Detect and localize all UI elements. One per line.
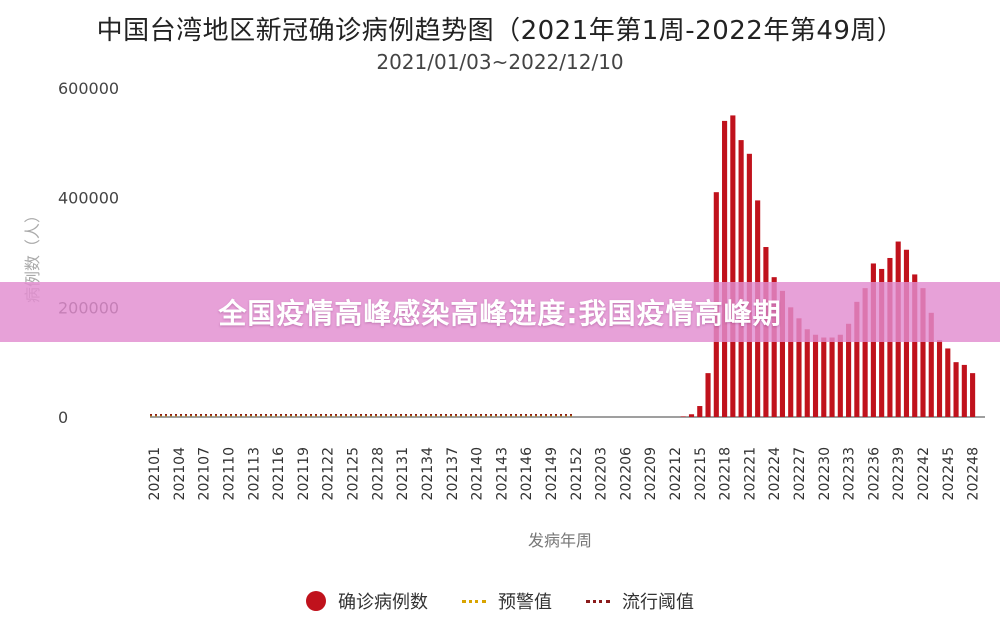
bar-202224 xyxy=(771,277,777,417)
x-axis-label: 发病年周 xyxy=(528,531,592,550)
bar-202214 xyxy=(688,414,695,417)
bar-202219 xyxy=(730,115,736,418)
legend-label-warning: 预警值 xyxy=(498,592,552,613)
bar-202242 xyxy=(920,288,926,417)
legend-item-warning: 预警值 xyxy=(462,588,552,614)
bar-202233 xyxy=(846,323,852,417)
x-tick-label: 202149 xyxy=(544,447,560,500)
legend-swatch-threshold xyxy=(586,599,610,603)
chart-title: 中国台湾地区新冠确诊病例趋势图（2021年第1周-2022年第49周） xyxy=(96,16,904,46)
x-tick-label: 202215 xyxy=(693,447,709,500)
bar-202215 xyxy=(697,406,703,417)
x-tick-label: 202119 xyxy=(296,447,312,500)
x-tick-label: 202245 xyxy=(941,447,957,500)
bar-202226 xyxy=(788,307,794,417)
x-tick-label: 202128 xyxy=(370,447,386,500)
legend-label-cases: 确诊病例数 xyxy=(338,592,428,613)
bar-202231 xyxy=(829,337,835,417)
bar-202247 xyxy=(961,364,967,417)
bar-202246 xyxy=(953,362,959,417)
x-tick-label: 202218 xyxy=(718,447,734,500)
bar-202228 xyxy=(804,329,810,417)
x-tick-label: 202104 xyxy=(172,447,188,501)
x-tick-label: 202137 xyxy=(445,447,461,500)
x-tick-label: 202233 xyxy=(842,447,858,500)
x-tick-label: 202230 xyxy=(817,447,833,500)
bar-202235 xyxy=(862,288,868,417)
x-tick-label: 202113 xyxy=(246,447,262,500)
bar-202234 xyxy=(854,301,860,417)
x-tick-label: 202107 xyxy=(197,447,213,500)
y-tick-label: 0 xyxy=(58,408,68,427)
y-tick-label: 600000 xyxy=(58,79,119,98)
bar-202230 xyxy=(821,337,827,417)
x-tick-label: 202203 xyxy=(594,447,610,500)
bar-202225 xyxy=(779,290,786,417)
x-tick-label: 202140 xyxy=(470,447,486,500)
x-tick-label: 202116 xyxy=(271,447,287,501)
banner-text: 全国疫情高峰感染高峰进度:我国疫情高峰期 xyxy=(218,297,782,330)
x-tick-label: 202101 xyxy=(147,447,163,500)
bar-202241 xyxy=(912,274,918,417)
x-tick-label: 202242 xyxy=(916,447,932,500)
x-tick-label: 202146 xyxy=(519,447,535,501)
bar-202229 xyxy=(812,334,819,417)
bar-202216 xyxy=(705,373,711,417)
x-tick-label: 202212 xyxy=(668,447,684,500)
bar-202227 xyxy=(796,318,802,417)
bar-202232 xyxy=(837,334,843,417)
x-tick-label: 202143 xyxy=(494,447,510,500)
legend-label-threshold: 流行阈值 xyxy=(622,592,694,613)
bar-202213 xyxy=(680,416,686,417)
legend-swatch-warning xyxy=(462,599,486,603)
bar-202244 xyxy=(936,340,943,417)
bar-202220 xyxy=(738,140,744,417)
x-tick-label: 202122 xyxy=(321,447,337,500)
bar-202245 xyxy=(945,348,951,417)
chart-subtitle: 2021/01/03~2022/12/10 xyxy=(376,50,624,74)
bar-202218 xyxy=(722,120,728,418)
x-tick-label: 202152 xyxy=(569,447,585,500)
legend-item-cases: 确诊病例数 xyxy=(306,588,428,614)
x-tick-label: 202110 xyxy=(222,447,238,500)
legend-item-threshold: 流行阈值 xyxy=(586,588,694,614)
legend-swatch-cases xyxy=(306,591,326,611)
y-axis-label: 病例数（人） xyxy=(23,207,42,303)
x-tick-label: 202134 xyxy=(420,447,436,501)
x-tick-label: 202227 xyxy=(792,447,808,500)
overlay-banner: 全国疫情高峰感染高峰进度:我国疫情高峰期 xyxy=(0,282,1000,342)
x-tick-label: 202221 xyxy=(742,447,758,500)
x-tick-label: 202209 xyxy=(643,447,659,500)
bar-202243 xyxy=(928,312,934,417)
x-tick-label: 202125 xyxy=(346,447,362,500)
x-tick-label: 202239 xyxy=(891,447,907,500)
x-tick-label: 202248 xyxy=(966,447,982,500)
x-tick-label: 202131 xyxy=(395,447,411,500)
x-tick-label: 202206 xyxy=(618,447,634,501)
chart-legend: 确诊病例数 预警值 流行阈值 xyxy=(0,588,1000,614)
bar-202237 xyxy=(879,268,885,417)
bar-202248 xyxy=(970,373,976,417)
x-tick-label: 202236 xyxy=(866,447,882,501)
y-tick-label: 400000 xyxy=(58,189,119,208)
x-tick-label: 202224 xyxy=(767,447,783,501)
